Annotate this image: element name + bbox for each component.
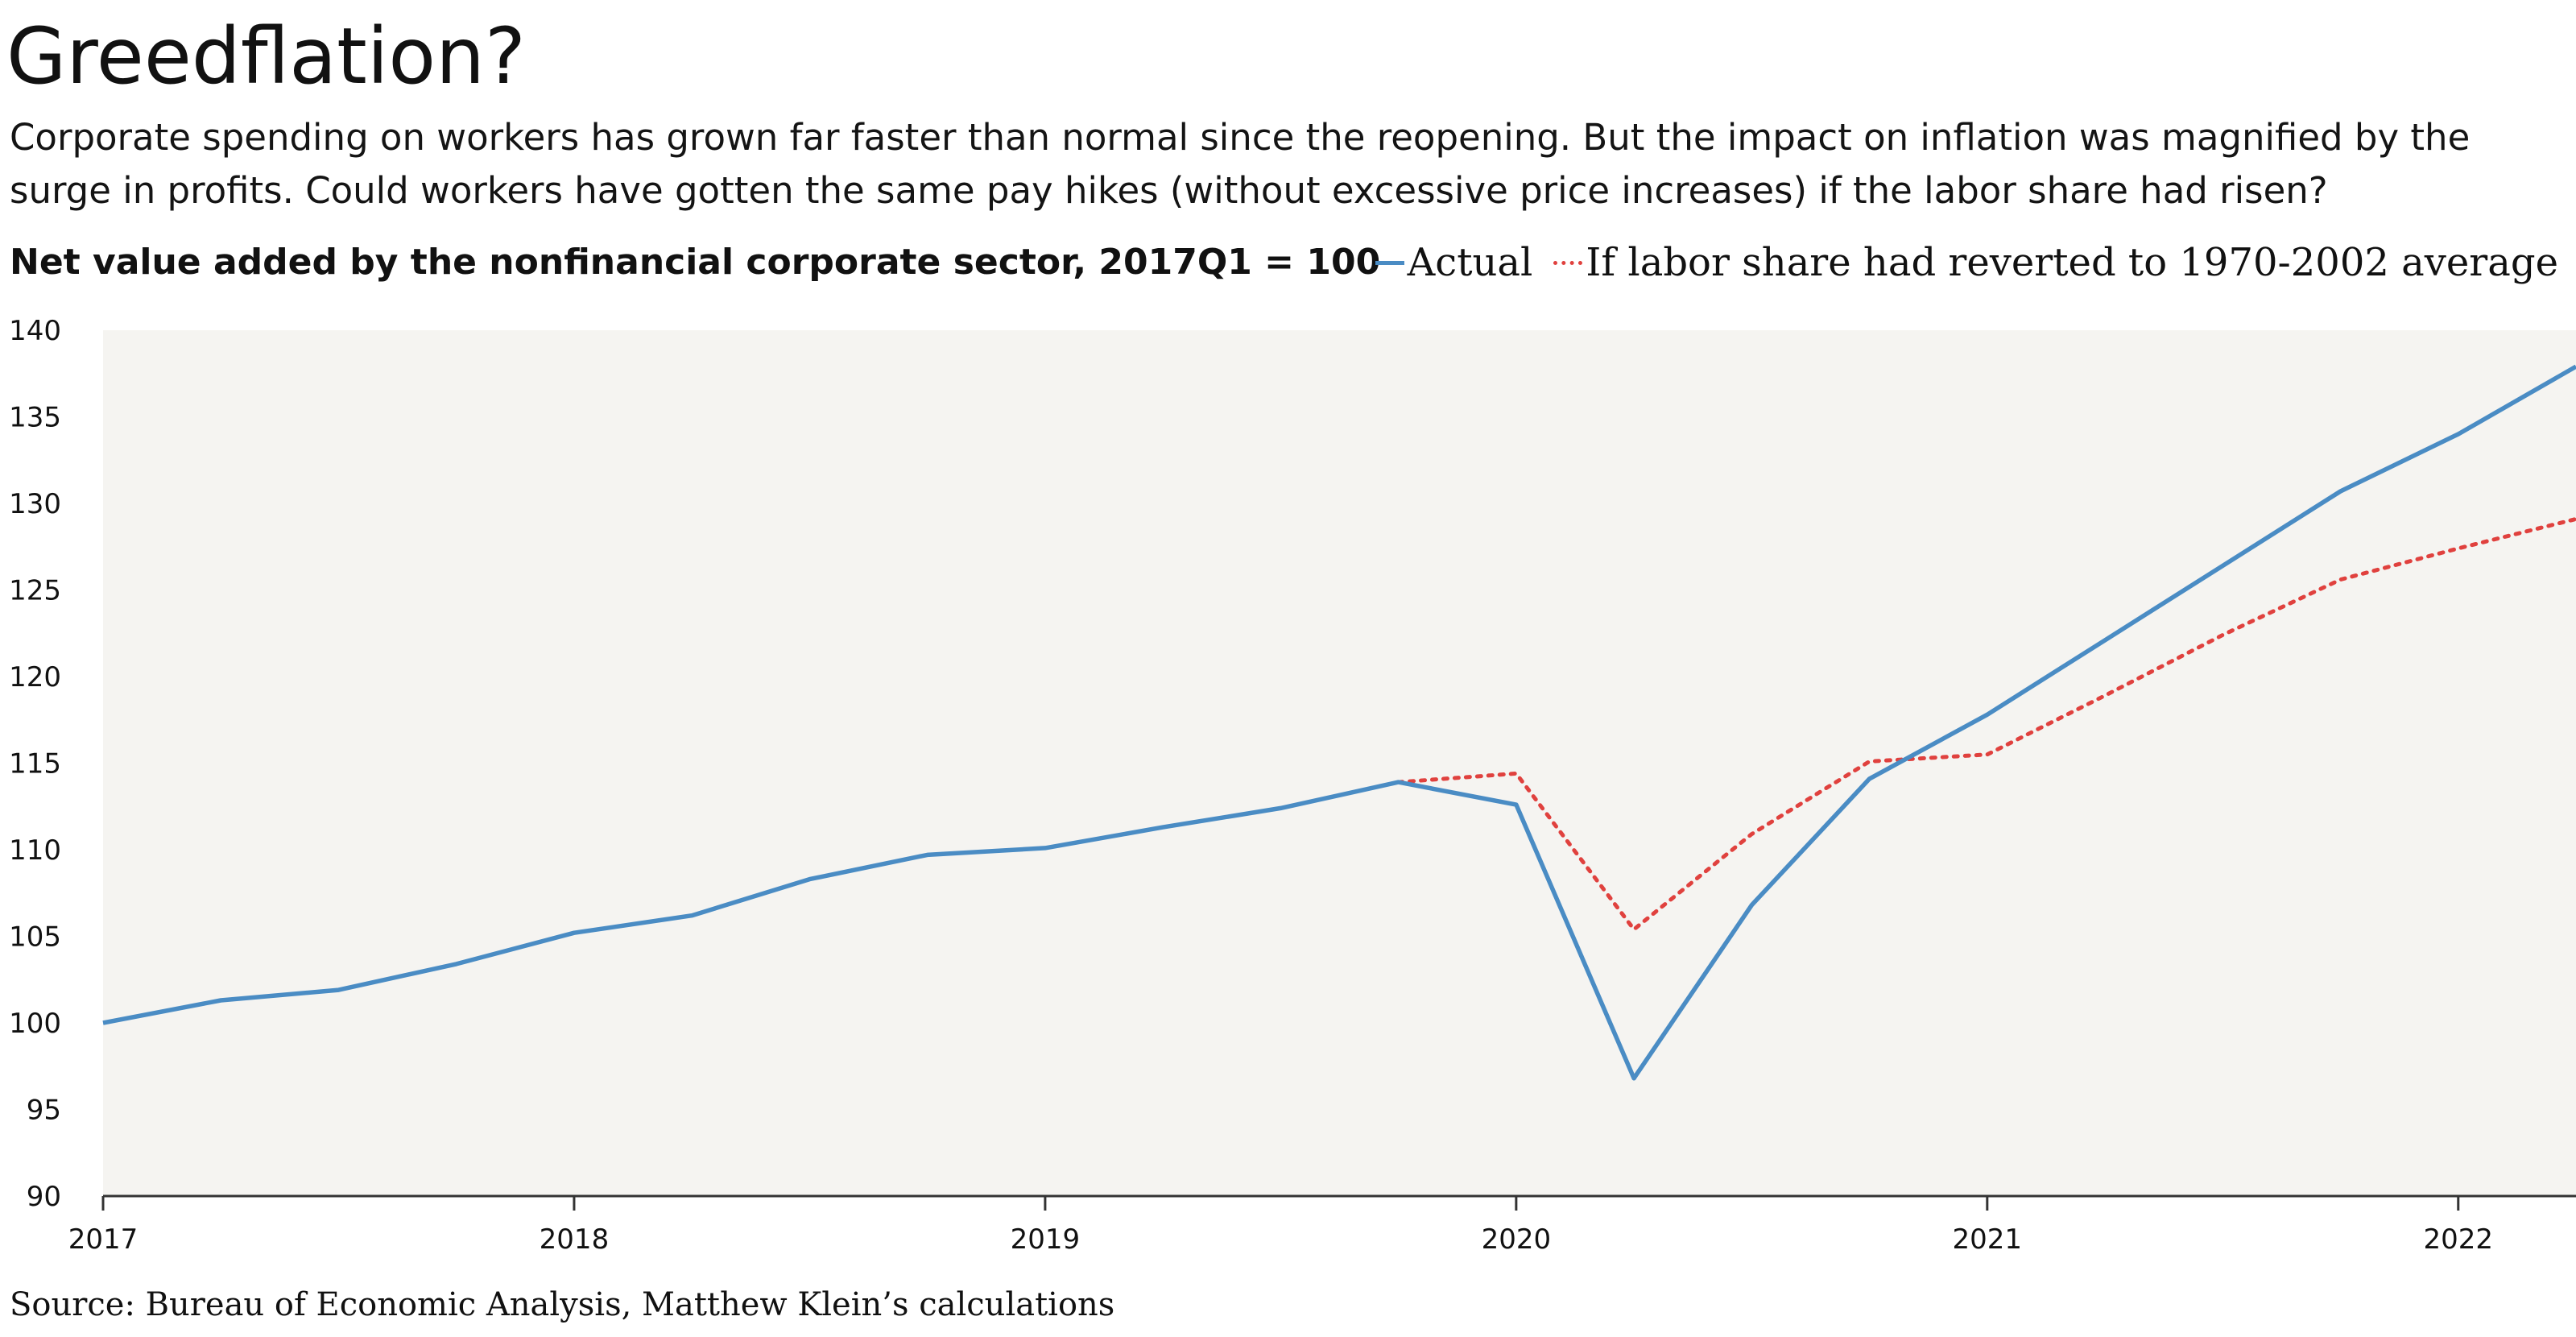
chart-description: Net value added by the nonfinancial corp… bbox=[10, 242, 1381, 283]
y-tick-label: 90 bbox=[27, 1181, 61, 1213]
data-point-counterfactual bbox=[1749, 832, 1754, 837]
data-point-actual bbox=[2220, 563, 2225, 568]
plot-area bbox=[103, 330, 2576, 1196]
data-point-actual bbox=[1043, 846, 1048, 851]
data-point-counterfactual bbox=[2103, 693, 2107, 698]
y-tick-label: 100 bbox=[9, 1008, 61, 1040]
series-line-actual bbox=[102, 364, 2576, 1081]
y-tick-label: 105 bbox=[9, 921, 61, 954]
data-point-actual bbox=[2103, 638, 2107, 643]
x-tick-label: 2020 bbox=[1482, 1223, 1552, 1256]
y-tick-label: 125 bbox=[9, 575, 61, 607]
data-point-actual bbox=[2338, 489, 2343, 494]
data-point-actual bbox=[1396, 780, 1401, 784]
chart-title: Greedflation? bbox=[6, 11, 526, 101]
data-point-actual bbox=[572, 930, 577, 935]
data-point-actual bbox=[336, 987, 341, 992]
y-tick-label: 135 bbox=[9, 402, 61, 434]
data-point-actual bbox=[1160, 825, 1165, 830]
data-point-actual bbox=[1631, 1076, 1636, 1081]
legend-label-actual: Actual bbox=[1407, 240, 1533, 285]
data-point-actual bbox=[1867, 776, 1872, 781]
data-point-counterfactual bbox=[2220, 632, 2225, 637]
legend-item-actual: Actual bbox=[1375, 238, 1533, 287]
data-point-actual bbox=[807, 877, 812, 882]
x-tick-label: 2018 bbox=[540, 1223, 610, 1256]
data-point-actual bbox=[101, 1020, 105, 1025]
legend-label-counterfactual: If labor share had reverted to 1970-2002… bbox=[1586, 240, 2558, 285]
data-point-counterfactual bbox=[1867, 759, 1872, 764]
data-point-counterfactual bbox=[2456, 546, 2461, 551]
data-point-actual bbox=[454, 962, 459, 967]
y-tick-label: 130 bbox=[9, 488, 61, 520]
data-point-counterfactual bbox=[2338, 577, 2343, 582]
data-point-actual bbox=[1985, 712, 1990, 717]
x-tick-label: 2022 bbox=[2423, 1223, 2493, 1256]
y-tick-label: 120 bbox=[9, 661, 61, 693]
data-point-actual bbox=[1278, 805, 1283, 810]
legend-swatch-counterfactual bbox=[1553, 260, 1583, 265]
series-line-counterfactual bbox=[1396, 516, 2576, 932]
x-axis: 2017 2018 2019 2020 2021 2022 bbox=[68, 1194, 2576, 1256]
y-tick-label: 95 bbox=[27, 1095, 61, 1127]
y-tick-label: 115 bbox=[9, 748, 61, 780]
y-tick-label: 110 bbox=[9, 834, 61, 867]
data-point-counterfactual bbox=[1514, 771, 1519, 776]
data-point-counterfactual bbox=[1631, 927, 1636, 932]
x-tick-label: 2021 bbox=[1953, 1223, 2023, 1256]
data-point-actual bbox=[689, 913, 694, 918]
data-point-actual bbox=[218, 998, 223, 1003]
data-point-actual bbox=[1749, 903, 1754, 908]
data-point-actual bbox=[1514, 802, 1519, 807]
y-axis: 90 95 100 105 110 115 120 125 130 135 140 bbox=[9, 315, 61, 1213]
series-layer bbox=[101, 364, 2576, 1081]
chart-subtitle: Corporate spending on workers has grown … bbox=[10, 116, 2471, 212]
chart-source: Source: Bureau of Economic Analysis, Mat… bbox=[10, 1286, 1115, 1323]
legend-item-counterfactual: If labor share had reverted to 1970-2002… bbox=[1553, 238, 2558, 287]
chart-legend: Actual If labor share had reverted to 19… bbox=[1375, 238, 2558, 287]
x-tick-label: 2017 bbox=[68, 1223, 139, 1256]
x-tick-label: 2019 bbox=[1011, 1223, 1081, 1256]
data-point-actual bbox=[2456, 432, 2461, 437]
data-point-actual bbox=[925, 852, 930, 857]
legend-swatch-actual bbox=[1375, 260, 1404, 265]
y-tick-label: 140 bbox=[9, 315, 61, 347]
data-point-counterfactual bbox=[1985, 752, 1990, 757]
